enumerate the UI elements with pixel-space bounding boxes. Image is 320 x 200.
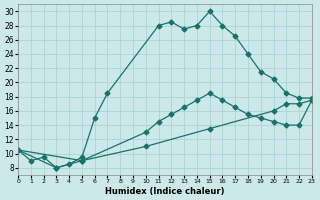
X-axis label: Humidex (Indice chaleur): Humidex (Indice chaleur) [105, 187, 225, 196]
